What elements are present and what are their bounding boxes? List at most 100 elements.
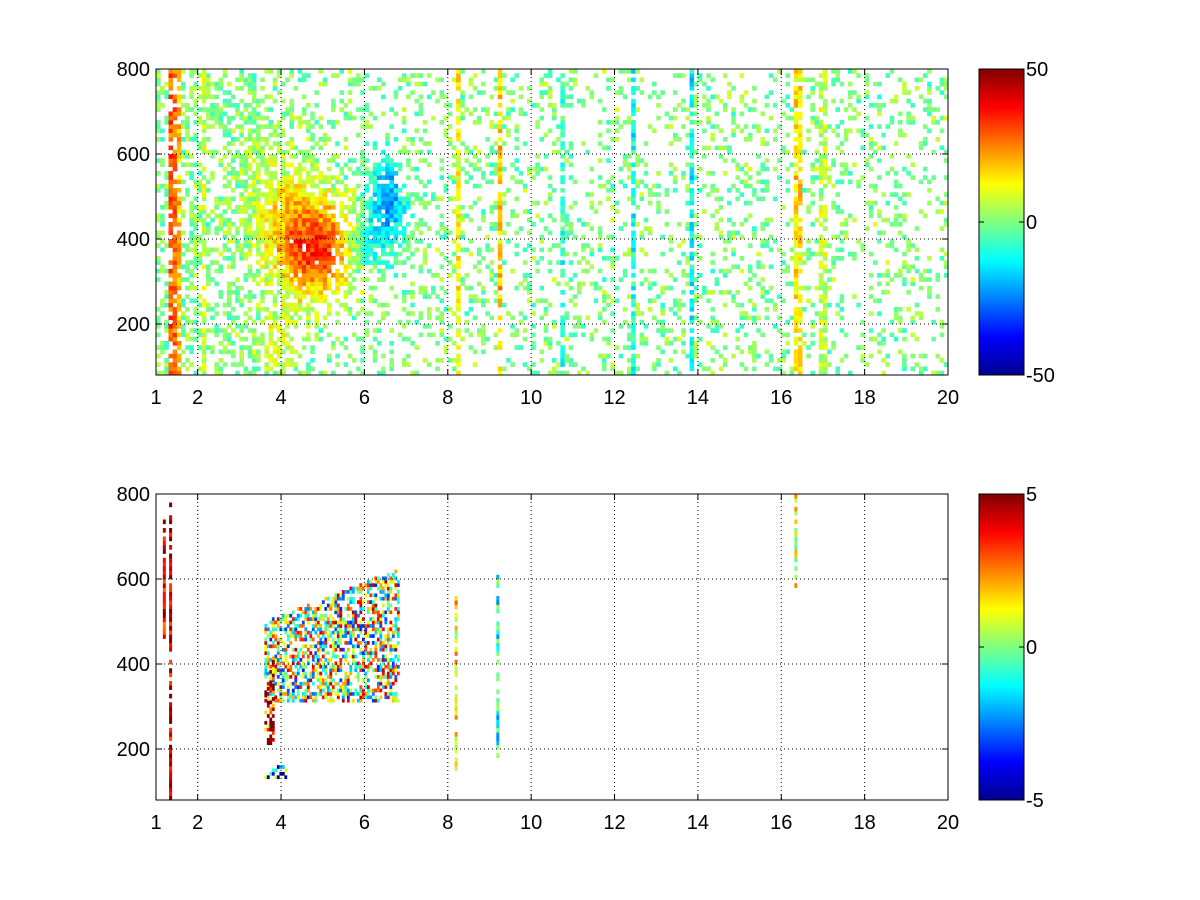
heatmap-cell [360, 336, 365, 342]
heatmap-cell [822, 217, 828, 223]
heatmap-cell [406, 162, 411, 168]
heatmap-cell [593, 328, 599, 333]
heatmap-cell [722, 268, 728, 274]
heatmap-cell [389, 205, 394, 210]
heatmap-cell [481, 336, 486, 342]
heatmap-cell [339, 637, 343, 642]
heatmap-cell [314, 698, 318, 703]
heatmap-cell [443, 307, 449, 312]
heatmap-cell [226, 196, 232, 202]
heatmap-cell [286, 637, 290, 642]
heatmap-cell [647, 188, 653, 193]
heatmap-cell [535, 200, 540, 206]
heatmap-cell [422, 290, 428, 295]
heatmap-cell [939, 128, 945, 134]
heatmap-cell [897, 196, 903, 202]
heatmap-cell [218, 290, 224, 295]
heatmap-cell [296, 651, 300, 655]
heatmap-cell [268, 251, 274, 257]
heatmap-cell [389, 243, 394, 248]
heatmap-cell [322, 281, 328, 287]
heatmap-cell [372, 336, 378, 342]
heatmap-cell [460, 281, 465, 287]
heatmap-cell [306, 281, 311, 287]
heatmap-cell [172, 324, 178, 329]
heatmap-cell [818, 213, 824, 219]
heatmap-cell [311, 627, 315, 632]
heatmap-cell [206, 264, 211, 270]
heatmap-cell [222, 217, 228, 223]
heatmap-cell [560, 196, 565, 202]
heatmap-cell [293, 205, 299, 210]
heatmap-cell [189, 94, 194, 100]
heatmap-cell [572, 179, 578, 185]
heatmap-cell [324, 627, 328, 632]
heatmap-cell [235, 175, 240, 180]
heatmap-cell [272, 213, 278, 219]
heatmap-cell [760, 111, 765, 117]
heatmap-cell [451, 251, 457, 257]
heatmap-cell [481, 90, 486, 95]
heatmap-cell [418, 111, 424, 117]
heatmap-cell [481, 213, 486, 219]
heatmap-cell [389, 196, 394, 202]
heatmap-cell [631, 234, 636, 240]
heatmap-cell [356, 256, 361, 261]
heatmap-cell [631, 239, 636, 244]
heatmap-cell [272, 154, 278, 159]
heatmap-cell [181, 264, 186, 270]
heatmap-cell [168, 124, 174, 129]
heatmap-cell [274, 627, 278, 632]
heatmap-cell [226, 200, 232, 206]
heatmap-cell [319, 675, 323, 679]
heatmap-cell [314, 644, 318, 649]
heatmap-cell [368, 124, 374, 129]
heatmap-cell [372, 175, 378, 180]
heatmap-cell [201, 319, 207, 325]
heatmap-cell [222, 69, 228, 74]
heatmap-cell [489, 124, 495, 129]
heatmap-cell [760, 226, 765, 231]
heatmap-cell [777, 158, 782, 163]
heatmap-cell [291, 617, 295, 621]
heatmap-cell [347, 196, 353, 202]
heatmap-cell [747, 132, 753, 138]
heatmap-cell [201, 264, 207, 270]
heatmap-cell [768, 264, 774, 270]
heatmap-cell [284, 692, 288, 696]
heatmap-cell [468, 298, 474, 304]
heatmap-cell [272, 362, 278, 367]
heatmap-cell [291, 647, 295, 652]
heatmap-cell [316, 661, 320, 666]
heatmap-cell [418, 264, 424, 270]
heatmap-cell [324, 671, 328, 676]
heatmap-cell [247, 290, 253, 295]
heatmap-cell [489, 145, 495, 151]
heatmap-cell [501, 166, 507, 172]
heatmap-cell [269, 664, 273, 669]
heatmap-cell [797, 268, 803, 274]
heatmap-cell [497, 251, 503, 257]
heatmap-cell [622, 94, 628, 100]
heatmap-cell [356, 217, 361, 223]
heatmap-cell [172, 213, 178, 219]
heatmap-cell [231, 234, 236, 240]
heatmap-cell [322, 273, 328, 278]
heatmap-cell [889, 115, 895, 121]
heatmap-cell [785, 188, 790, 193]
heatmap-cell [364, 73, 369, 78]
heatmap-cell [552, 107, 557, 112]
heatmap-cell [335, 188, 340, 193]
heatmap-cell [810, 77, 816, 83]
heatmap-cell [664, 188, 670, 193]
heatmap-cell [797, 94, 803, 100]
heatmap-cell [314, 311, 319, 316]
heatmap-cell [231, 103, 236, 108]
heatmap-cell [319, 692, 323, 696]
heatmap-cell [572, 251, 578, 257]
heatmap-cell [274, 698, 278, 703]
heatmap-cell [284, 647, 288, 652]
heatmap-cell [189, 319, 194, 325]
heatmap-cell [322, 192, 328, 197]
